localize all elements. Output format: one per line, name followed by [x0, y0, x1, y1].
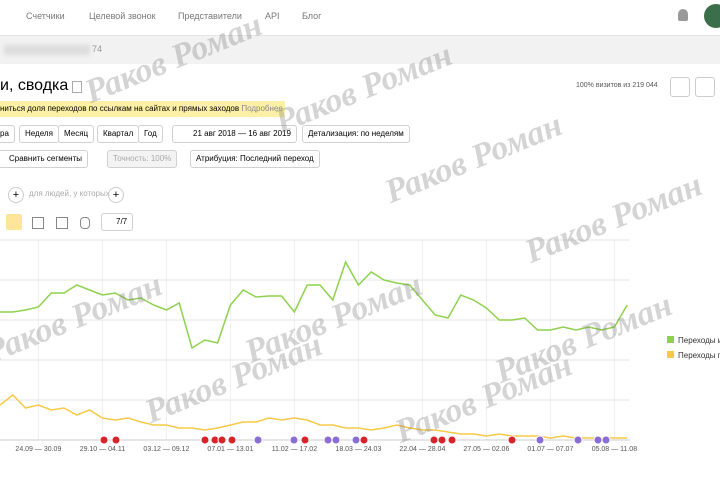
event-marker [331, 435, 341, 445]
blurred-text [4, 45, 90, 55]
event-marker [535, 435, 545, 445]
notice: ниться доля переходов по ссылкам на сайт… [0, 101, 285, 117]
add-filter[interactable]: + [108, 187, 124, 203]
chart-type-bar[interactable] [56, 217, 68, 229]
report-title: и, сводка [0, 77, 69, 94]
filter-hint: для людей, у которых [29, 189, 110, 198]
series-line [0, 393, 628, 439]
period-button[interactable]: Квартал [97, 125, 140, 143]
event-marker [573, 435, 583, 445]
period-button[interactable]: Год [138, 125, 163, 143]
event-marker [447, 435, 457, 445]
accuracy-select[interactable]: Точность: 100% [107, 150, 178, 168]
x-tick-label: 29.10 — 04.11 [80, 446, 126, 453]
segments-button[interactable]: Сравнить сегменты [0, 150, 89, 168]
event-marker [593, 435, 603, 445]
x-tick-label: 05.08 — 11.08 [592, 446, 638, 453]
copy-icon[interactable] [72, 81, 82, 93]
detail-select[interactable]: Детализация: по неделям [302, 125, 410, 143]
x-tick-label: 03.12 — 09.12 [143, 446, 189, 453]
legend-swatch [667, 351, 674, 358]
x-tick-label: 22.04 — 28.04 [399, 446, 445, 453]
x-tick-label: 27.05 — 02.06 [463, 446, 509, 453]
watermark: Раков Роман [379, 106, 568, 211]
nav-link[interactable]: API [265, 11, 280, 21]
event-marker [359, 435, 369, 445]
nav-link[interactable]: Счетчики [26, 11, 65, 21]
top-nav: Счетчики Целевой звонок Представители AP… [0, 0, 720, 36]
period-button[interactable]: Месяц [58, 125, 95, 143]
avatar[interactable] [704, 4, 720, 28]
event-marker [507, 435, 517, 445]
nav-link[interactable]: Блог [302, 11, 322, 21]
period-button[interactable]: ра [0, 125, 15, 143]
x-tick-label: 01.07 — 07.07 [527, 446, 573, 453]
event-marker [217, 435, 227, 445]
event-marker [351, 435, 361, 445]
nav-link[interactable]: Целевой звонок [89, 11, 156, 21]
sample-note: 100% визитов из 219 044 [576, 82, 658, 89]
x-tick-label: 11.02 — 17.02 [272, 446, 318, 453]
chart-type-line[interactable] [6, 214, 22, 230]
legend-label: Переходы и [678, 336, 720, 345]
x-tick-label: 18.03 — 24.03 [335, 446, 381, 453]
event-marker [429, 435, 439, 445]
legend-swatch [667, 336, 674, 343]
event-marker [111, 435, 121, 445]
history-button[interactable] [670, 77, 690, 97]
attribution-select[interactable]: Атрибуция: Последний переход [190, 150, 320, 168]
event-marker [99, 435, 109, 445]
event-marker [253, 435, 263, 445]
event-marker [200, 435, 210, 445]
add-filter[interactable]: + [8, 187, 24, 203]
period-button[interactable]: Неделя [19, 125, 59, 143]
breadcrumb-bar: 74 [0, 36, 720, 64]
notice-text: ниться доля переходов по ссылкам на сайт… [0, 104, 240, 113]
event-marker [289, 435, 299, 445]
event-marker [227, 435, 237, 445]
event-marker [300, 435, 310, 445]
nav-link[interactable]: Представители [178, 11, 242, 21]
x-tick-label: 24.09 — 30.09 [15, 446, 61, 453]
series-line [0, 260, 628, 350]
date-range[interactable]: 21 авг 2018 — 16 авг 2019 [172, 125, 297, 143]
export-button[interactable] [695, 77, 715, 97]
event-marker [601, 435, 611, 445]
event-marker [437, 435, 447, 445]
x-tick-label: 07.01 — 13.01 [207, 446, 253, 453]
notice-link[interactable]: Подробнее [241, 104, 283, 113]
bell-icon[interactable] [678, 9, 688, 21]
series-count[interactable]: 7/7 [101, 213, 134, 231]
breadcrumb: 74 [92, 44, 103, 54]
event-marker [323, 435, 333, 445]
chart-type-area[interactable] [32, 217, 44, 229]
chart-type-map[interactable] [80, 217, 90, 229]
chart: 24.09 — 30.09 29.10 — 04.11 03.12 — 09.12 0… [0, 239, 720, 453]
legend-label: Переходы п [678, 351, 720, 360]
